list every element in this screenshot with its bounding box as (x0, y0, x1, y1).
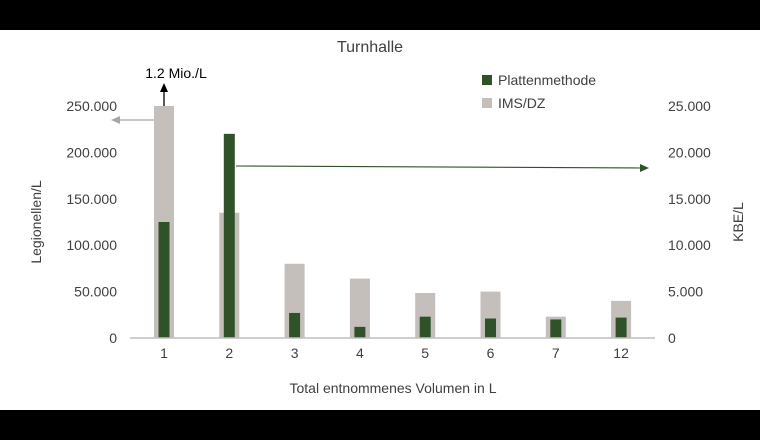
y-right-tick-label: 20.000 (668, 144, 711, 160)
bar-plattenmethode-2 (223, 133, 235, 338)
bar-plattenmethode-1 (158, 222, 170, 338)
y-right-tick-label: 0 (668, 330, 676, 346)
y-axis-left-label: Legionellen/L (28, 180, 44, 264)
x-tick-label: 2 (225, 345, 233, 361)
y-right-tick-label: 10.000 (668, 237, 711, 253)
bar-plattenmethode-5 (419, 316, 431, 338)
y-left-tick-label: 50.000 (74, 284, 117, 300)
arrow-up-icon (160, 83, 168, 92)
legend-label-ims-dz: IMS/DZ (498, 95, 546, 111)
bar-plattenmethode-3 (289, 312, 301, 338)
bar-plattenmethode-7 (550, 319, 562, 338)
y-right-tick-label: 25.000 (668, 98, 711, 114)
y-left-tick-label: 0 (109, 330, 117, 346)
chart-title: Turnhalle (337, 39, 403, 56)
y-left-tick-label: 250.000 (66, 98, 117, 114)
chart-frame: Turnhalle Legionellen/L KBE/L Total entn… (0, 30, 760, 410)
y-left-tick-label: 200.000 (66, 144, 117, 160)
annotation-label: 1.2 Mio./L (145, 65, 207, 81)
x-tick-label: 12 (613, 345, 629, 361)
x-axis-label: Total entnommenes Volumen in L (289, 380, 496, 396)
bar-plattenmethode-6 (485, 318, 496, 338)
x-tick-label: 7 (552, 345, 560, 361)
x-tick-label: 3 (291, 345, 299, 361)
bar-plattenmethode-12 (615, 317, 627, 338)
legend-label-plattenmethode: Plattenmethode (498, 72, 596, 88)
x-tick-label: 4 (356, 345, 364, 361)
y-left-tick-label: 150.000 (66, 191, 117, 207)
legend-swatch-ims-dz (482, 98, 492, 108)
arrow-right-line (235, 165, 641, 169)
x-tick-label: 5 (421, 345, 429, 361)
chart: Turnhalle Legionellen/L KBE/L Total entn… (28, 39, 746, 396)
y-right-tick-label: 15.000 (668, 191, 711, 207)
y-axis-right-label: KBE/L (730, 202, 746, 242)
x-tick-label: 6 (487, 345, 495, 361)
bar-ims-dz-4 (349, 278, 370, 338)
arrow-right-icon (640, 164, 649, 172)
arrow-left-icon (111, 116, 120, 124)
y-right-tick-label: 5.000 (668, 284, 703, 300)
x-tick-label: 1 (160, 345, 168, 361)
legend-swatch-plattenmethode (482, 75, 492, 85)
bar-plattenmethode-4 (354, 326, 366, 338)
y-left-tick-label: 100.000 (66, 237, 117, 253)
